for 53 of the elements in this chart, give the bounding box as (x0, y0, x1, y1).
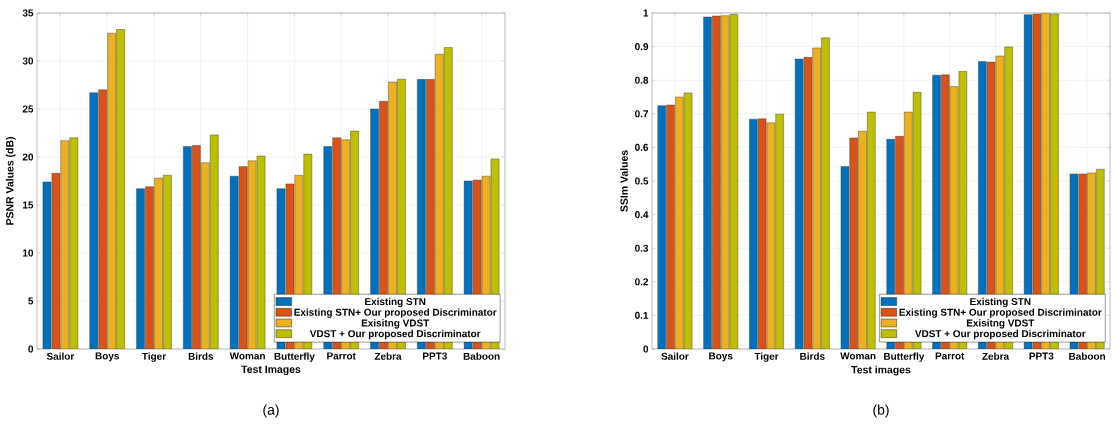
x-tick-label: Boys (709, 352, 733, 362)
series-label: Exisitng VDST (966, 319, 1035, 329)
x-tick-label: Parrot (935, 352, 965, 360)
legend-label: Existing STN+ Our proposed Discriminator (294, 308, 497, 318)
text: (a) (263, 404, 279, 418)
y-axis-title: PSNR Values (dB) (5, 137, 16, 225)
y-tick-label: 0.6 (635, 143, 649, 151)
series-label: Existing STN (970, 297, 1031, 308)
y-tick-label: 0.7 (635, 110, 649, 118)
x-axis-title: Test Images (241, 365, 301, 376)
x-tick-label: PPT3 (1029, 352, 1054, 360)
text: (b) (873, 404, 889, 418)
x-tick-label: Parrot (327, 352, 356, 360)
x-tick-label: Birds (800, 352, 825, 360)
legend-label: Existing STN+ Our proposed Discriminator (899, 308, 1102, 318)
y-tick-label: 30 (22, 57, 34, 65)
x-tick-label: Baboon (463, 352, 500, 360)
series-label: Existing STN (365, 297, 426, 308)
y-tick-label: 0.3 (635, 244, 649, 252)
x-tick-label: Woman (840, 352, 876, 360)
y-tick-label: 0.9 (635, 43, 649, 51)
y-axis-title: SSIm Values (620, 150, 628, 212)
legend-label: VDST + Our proposed Discriminator (309, 329, 481, 340)
y-tick-label: 35 (22, 9, 34, 17)
legend-label: VDST + Our proposed Discriminator (914, 329, 1086, 340)
y-tick-label: 20 (22, 153, 34, 161)
y-tick-label: 5 (28, 297, 34, 305)
y-tick-label: 10 (23, 249, 34, 257)
x-tick-label: Baboon (1069, 352, 1106, 360)
y-tick-label: 25 (22, 105, 34, 113)
x-axis-title: Test images (851, 365, 911, 376)
y-tick-label: 0.4 (635, 211, 649, 219)
y-tick-label: 0.2 (635, 278, 649, 286)
y-tick-label: 0.5 (635, 177, 649, 185)
y-tick-label: 0 (643, 345, 649, 353)
y-tick-label: 0.8 (635, 76, 649, 84)
x-tick-label: Birds (188, 352, 214, 360)
y-tick-label: 1 (643, 9, 649, 17)
x-tick-label: Tiger (754, 352, 779, 362)
y-tick-label: 0.1 (635, 311, 649, 319)
x-tick-label: Boys (95, 352, 119, 362)
y-tick-label: 0 (28, 345, 34, 353)
x-tick-label: Butterfly (274, 352, 315, 362)
x-tick-label: Butterfly (884, 352, 925, 362)
x-tick-label: PPT3 (423, 352, 447, 360)
series-label: Exisitng VDST (361, 319, 430, 329)
x-tick-label: Tiger (142, 352, 166, 362)
x-tick-label: Zebra (982, 352, 1010, 360)
x-tick-label: Sailor (46, 352, 75, 360)
x-tick-label: Woman (229, 352, 265, 360)
y-tick-label: 15 (23, 201, 34, 209)
x-tick-label: Zebra (374, 352, 402, 360)
x-tick-label: Sailor (661, 352, 689, 360)
